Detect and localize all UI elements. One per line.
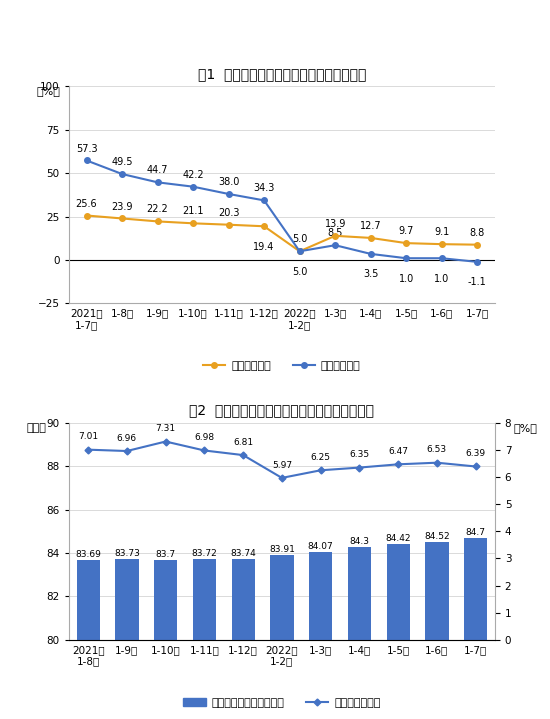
Text: 7.31: 7.31 [156,424,175,433]
Text: 6.39: 6.39 [465,449,486,458]
Text: 6.47: 6.47 [388,447,408,456]
Text: 83.72: 83.72 [191,549,217,558]
Text: 49.5: 49.5 [111,157,133,167]
Text: 5.97: 5.97 [272,461,292,470]
利润总额增速 [83,156,90,165]
营业收入增速 [226,221,232,229]
利润总额增速 [438,254,445,262]
Text: 25.6: 25.6 [76,198,97,209]
Text: 7.01: 7.01 [78,432,98,441]
营业收入增速 [261,222,267,231]
Bar [76,560,100,719]
Text: -1.1: -1.1 [468,277,487,287]
Text: 83.91: 83.91 [269,545,295,554]
Text: （元）: （元） [26,423,46,433]
营业收入增速 [83,211,90,220]
利润总额增速 [190,183,196,191]
Legend: 营业收入增速, 利润总额增速: 营业收入增速, 利润总额增速 [199,357,365,376]
Text: 20.3: 20.3 [218,208,239,218]
Text: 83.69: 83.69 [75,550,101,559]
利润总额增速 [154,178,161,187]
营业收入增速 [190,219,196,228]
Bar [309,551,332,719]
Text: 84.7: 84.7 [466,528,486,537]
Text: 84.42: 84.42 [386,534,411,543]
Text: 5.0: 5.0 [292,234,307,244]
营业收入增速 [332,232,338,240]
Text: 83.7: 83.7 [156,550,175,559]
利润总额增速 [474,257,481,266]
Bar [232,559,255,719]
Bar [348,546,371,719]
营业收入增速 [438,240,445,249]
营业收入增速 [474,240,481,249]
Bar [116,559,139,719]
Text: 83.74: 83.74 [230,549,256,558]
Text: 21.1: 21.1 [182,206,204,216]
Text: 6.53: 6.53 [427,445,447,454]
Text: 6.96: 6.96 [117,434,137,443]
Text: 84.52: 84.52 [424,532,450,541]
Text: 8.5: 8.5 [327,228,343,238]
Text: 3.5: 3.5 [363,269,378,279]
Text: 6.98: 6.98 [194,433,214,442]
Text: 6.81: 6.81 [233,438,253,446]
利润总额增速 [332,241,338,249]
Text: 19.4: 19.4 [254,242,275,252]
Text: （%）: （%） [37,86,60,96]
营业收入增速 [154,217,161,226]
Text: 23.9: 23.9 [111,201,133,211]
利润总额增速 [119,170,125,178]
Text: 44.7: 44.7 [147,165,168,175]
Text: 42.2: 42.2 [182,170,204,180]
Text: 9.1: 9.1 [434,227,449,237]
Text: 22.2: 22.2 [147,204,168,214]
Text: 84.07: 84.07 [308,541,333,551]
Text: 8.8: 8.8 [470,228,485,238]
Text: 38.0: 38.0 [218,177,239,187]
Text: 6.35: 6.35 [349,450,370,459]
Bar [425,542,448,719]
营业收入增速 [403,239,410,247]
Bar [464,538,487,719]
Line: 利润总额增速: 利润总额增速 [84,157,480,265]
营业收入增速 [367,234,374,242]
Text: 13.9: 13.9 [324,219,346,229]
利润总额增速 [367,249,374,258]
利润总额增速 [296,247,303,255]
Bar [270,555,294,719]
利润总额增速 [403,254,410,262]
Text: 34.3: 34.3 [254,183,275,193]
Text: 9.7: 9.7 [399,226,414,236]
Bar [192,559,216,719]
Bar [387,544,410,719]
Title: 图2  各月累计利润率与每百元营业收入中的成本: 图2 各月累计利润率与每百元营业收入中的成本 [189,403,375,418]
Bar [154,559,177,719]
Legend: 每百元营业收入中的成本, 营业收入利润率: 每百元营业收入中的成本, 营业收入利润率 [179,693,385,713]
Text: 1.0: 1.0 [434,273,449,283]
利润总额增速 [226,190,232,198]
Text: 84.3: 84.3 [349,536,370,546]
Title: 图1  各月累计营业收入与利润总额同比增速: 图1 各月累计营业收入与利润总额同比增速 [197,67,366,81]
Text: 12.7: 12.7 [360,221,382,231]
Text: （%）: （%） [514,423,538,433]
Text: 83.73: 83.73 [114,549,140,558]
营业收入增速 [119,214,125,223]
Text: 1.0: 1.0 [399,273,414,283]
Text: 57.3: 57.3 [76,144,97,153]
Line: 营业收入增速: 营业收入增速 [84,213,480,254]
营业收入增速 [296,247,303,255]
利润总额增速 [261,196,267,205]
Text: 6.25: 6.25 [311,453,331,462]
Text: 5.0: 5.0 [292,267,307,277]
